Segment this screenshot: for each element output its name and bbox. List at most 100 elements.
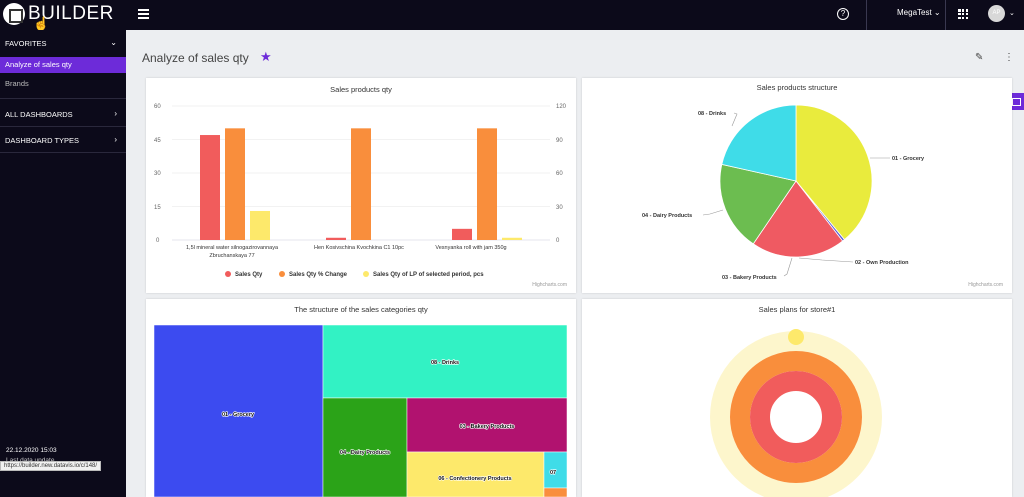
mouse-cursor-icon: ☝ — [33, 16, 50, 31]
treemap-label: 04 - Dairy Products — [340, 450, 390, 456]
right-axis-tick: 120 — [556, 104, 567, 110]
bar — [477, 128, 497, 240]
topbar-divider — [866, 0, 867, 30]
bar — [225, 128, 245, 240]
user-menu-label: MegaTest — [897, 8, 932, 17]
treemap-card: The structure of the sales categories qt… — [146, 299, 576, 497]
sidebar: FAVORITES ⌄ Analyze of sales qty Brands … — [0, 30, 126, 497]
treemap-cell[interactable] — [322, 397, 408, 497]
right-axis-tick: 60 — [556, 171, 563, 177]
bar-chart-card: Sales products qty 60 45 30 15 0 120 90 … — [146, 78, 576, 293]
legend-marker[interactable] — [279, 271, 285, 277]
app-logo-text[interactable]: BUILDER — [28, 3, 114, 24]
right-axis-tick: 90 — [556, 138, 563, 144]
pie-slice — [719, 163, 797, 245]
sidebar-item-brands[interactable]: Brands — [5, 79, 29, 88]
legend-marker[interactable] — [363, 271, 369, 277]
treemap-cell[interactable] — [322, 324, 568, 399]
bar — [502, 237, 522, 240]
user-menu[interactable]: MegaTest ⌄ — [897, 8, 941, 17]
bar — [351, 128, 371, 240]
bar — [250, 210, 270, 240]
gauge-ring-inner — [750, 371, 842, 463]
chart-credit[interactable]: Highcharts.com — [532, 282, 567, 288]
edit-pencil-icon[interactable]: ✎ — [975, 52, 984, 63]
avatar[interactable]: AP — [988, 5, 1005, 22]
pie-chart-title: Sales products structure — [756, 83, 838, 92]
bar — [326, 237, 346, 240]
treemap-label: 07 — [550, 470, 556, 476]
pie-leader-line — [783, 257, 793, 277]
pie-slice — [795, 104, 873, 241]
treemap-label: 01 - Grocery — [222, 412, 255, 418]
sidebar-section-dashboard-types[interactable]: DASHBOARD TYPES — [5, 136, 80, 145]
treemap-label: 06 - Confectionery Products — [438, 476, 511, 482]
sidebar-divider — [0, 152, 126, 153]
treemap-cell[interactable] — [406, 451, 545, 497]
treemap-title: The structure of the sales categories qt… — [294, 305, 428, 314]
pie-label: 04 - Dairy Products — [642, 213, 692, 219]
treemap-label: 08 - Drinks — [431, 360, 459, 366]
sidebar-section-favorites[interactable]: FAVORITES — [5, 39, 47, 48]
legend-marker[interactable] — [225, 271, 231, 277]
more-vertical-icon[interactable]: ⋮ — [1004, 52, 1014, 63]
legend-item[interactable]: Sales Qty of LP of selected period, pcs — [373, 272, 484, 278]
topbar-divider — [945, 0, 946, 30]
chart-credit[interactable]: Highcharts.com — [968, 282, 1003, 288]
pie-label: 08 - Drinks — [698, 111, 726, 117]
pie-label: 03 - Bakery Products — [722, 275, 777, 281]
treemap-cell[interactable] — [406, 397, 568, 453]
sidebar-item-label[interactable]: Analyze of sales qty — [5, 60, 72, 69]
favorite-star-icon[interactable]: ★ — [260, 49, 272, 64]
pie-chart-card: Sales products structure 01 - Grocery 02… — [582, 78, 1012, 293]
treemap-chart: 01 - Grocery 08 - Drinks 04 - Dairy Prod… — [153, 324, 568, 497]
chevron-right-icon[interactable]: › — [114, 109, 117, 118]
pie-leader-line — [702, 209, 724, 216]
gauge-ring-middle — [730, 351, 862, 483]
last-update-date: 22.12.2020 15:03 — [6, 447, 57, 454]
right-axis-tick: 30 — [556, 205, 563, 211]
page-title: Analyze of sales qty — [142, 51, 249, 65]
gauge-marker — [788, 329, 804, 345]
left-axis-tick: 15 — [154, 205, 161, 211]
legend-item[interactable]: Sales Qty — [235, 272, 263, 278]
pie-label: 02 - Own Production — [855, 260, 909, 266]
category-label: Vesnyanka roll with jam 350g — [435, 245, 506, 251]
gauge-title: Sales plans for store#1 — [758, 305, 836, 314]
category-label: Zbruchanskaya 77 — [209, 253, 254, 259]
gauge-chart — [710, 329, 882, 497]
legend-item[interactable]: Sales Qty % Change — [289, 272, 348, 278]
pie-slice — [721, 104, 797, 182]
top-bar: BUILDER ☝ ? MegaTest ⌄ AP ⌄ — [0, 0, 1024, 31]
bar — [200, 135, 220, 240]
pie-leader-line — [798, 257, 854, 263]
chevron-down-icon[interactable]: ⌄ — [1009, 10, 1015, 17]
apps-grid-icon[interactable] — [958, 9, 968, 19]
sidebar-item-analyze-of-sales-qty[interactable] — [0, 57, 126, 73]
left-axis-tick: 0 — [156, 238, 160, 244]
sidebar-section-all-dashboards[interactable]: ALL DASHBOARDS — [5, 110, 73, 119]
help-icon[interactable]: ? — [837, 8, 849, 20]
treemap-cell[interactable] — [543, 487, 568, 497]
gauge-card: Sales plans for store#1 — [582, 299, 1012, 497]
chevron-down-icon[interactable]: ⌄ — [110, 38, 117, 47]
status-bar-url: https://builder.new.datavis.io/c/148/ — [0, 461, 102, 471]
left-axis-tick: 60 — [154, 104, 161, 110]
chevron-down-icon: ⌄ — [933, 8, 941, 17]
menu-toggle-icon[interactable] — [138, 9, 149, 19]
chevron-right-icon[interactable]: › — [114, 135, 117, 144]
left-axis-tick: 30 — [154, 171, 161, 177]
category-label: 1,5l mineral water silnogazirovannaya — [186, 245, 279, 251]
pie-chart: 01 - Grocery 02 - Own Production 03 - Ba… — [642, 104, 925, 281]
right-axis-tick: 0 — [556, 238, 560, 244]
treemap-cell[interactable] — [153, 324, 324, 497]
bar — [452, 228, 472, 240]
left-axis-tick: 45 — [154, 138, 161, 144]
category-label: Hen Kosivschina Kvochkina C1 10pc — [314, 245, 404, 251]
logo-icon[interactable] — [3, 3, 25, 25]
sidebar-divider — [0, 98, 126, 99]
sidebar-divider — [0, 126, 126, 127]
treemap-label: 03 - Bakery Products — [460, 424, 515, 430]
last-update-label: Last data update — [6, 457, 54, 464]
pie-leader-line — [731, 112, 738, 127]
